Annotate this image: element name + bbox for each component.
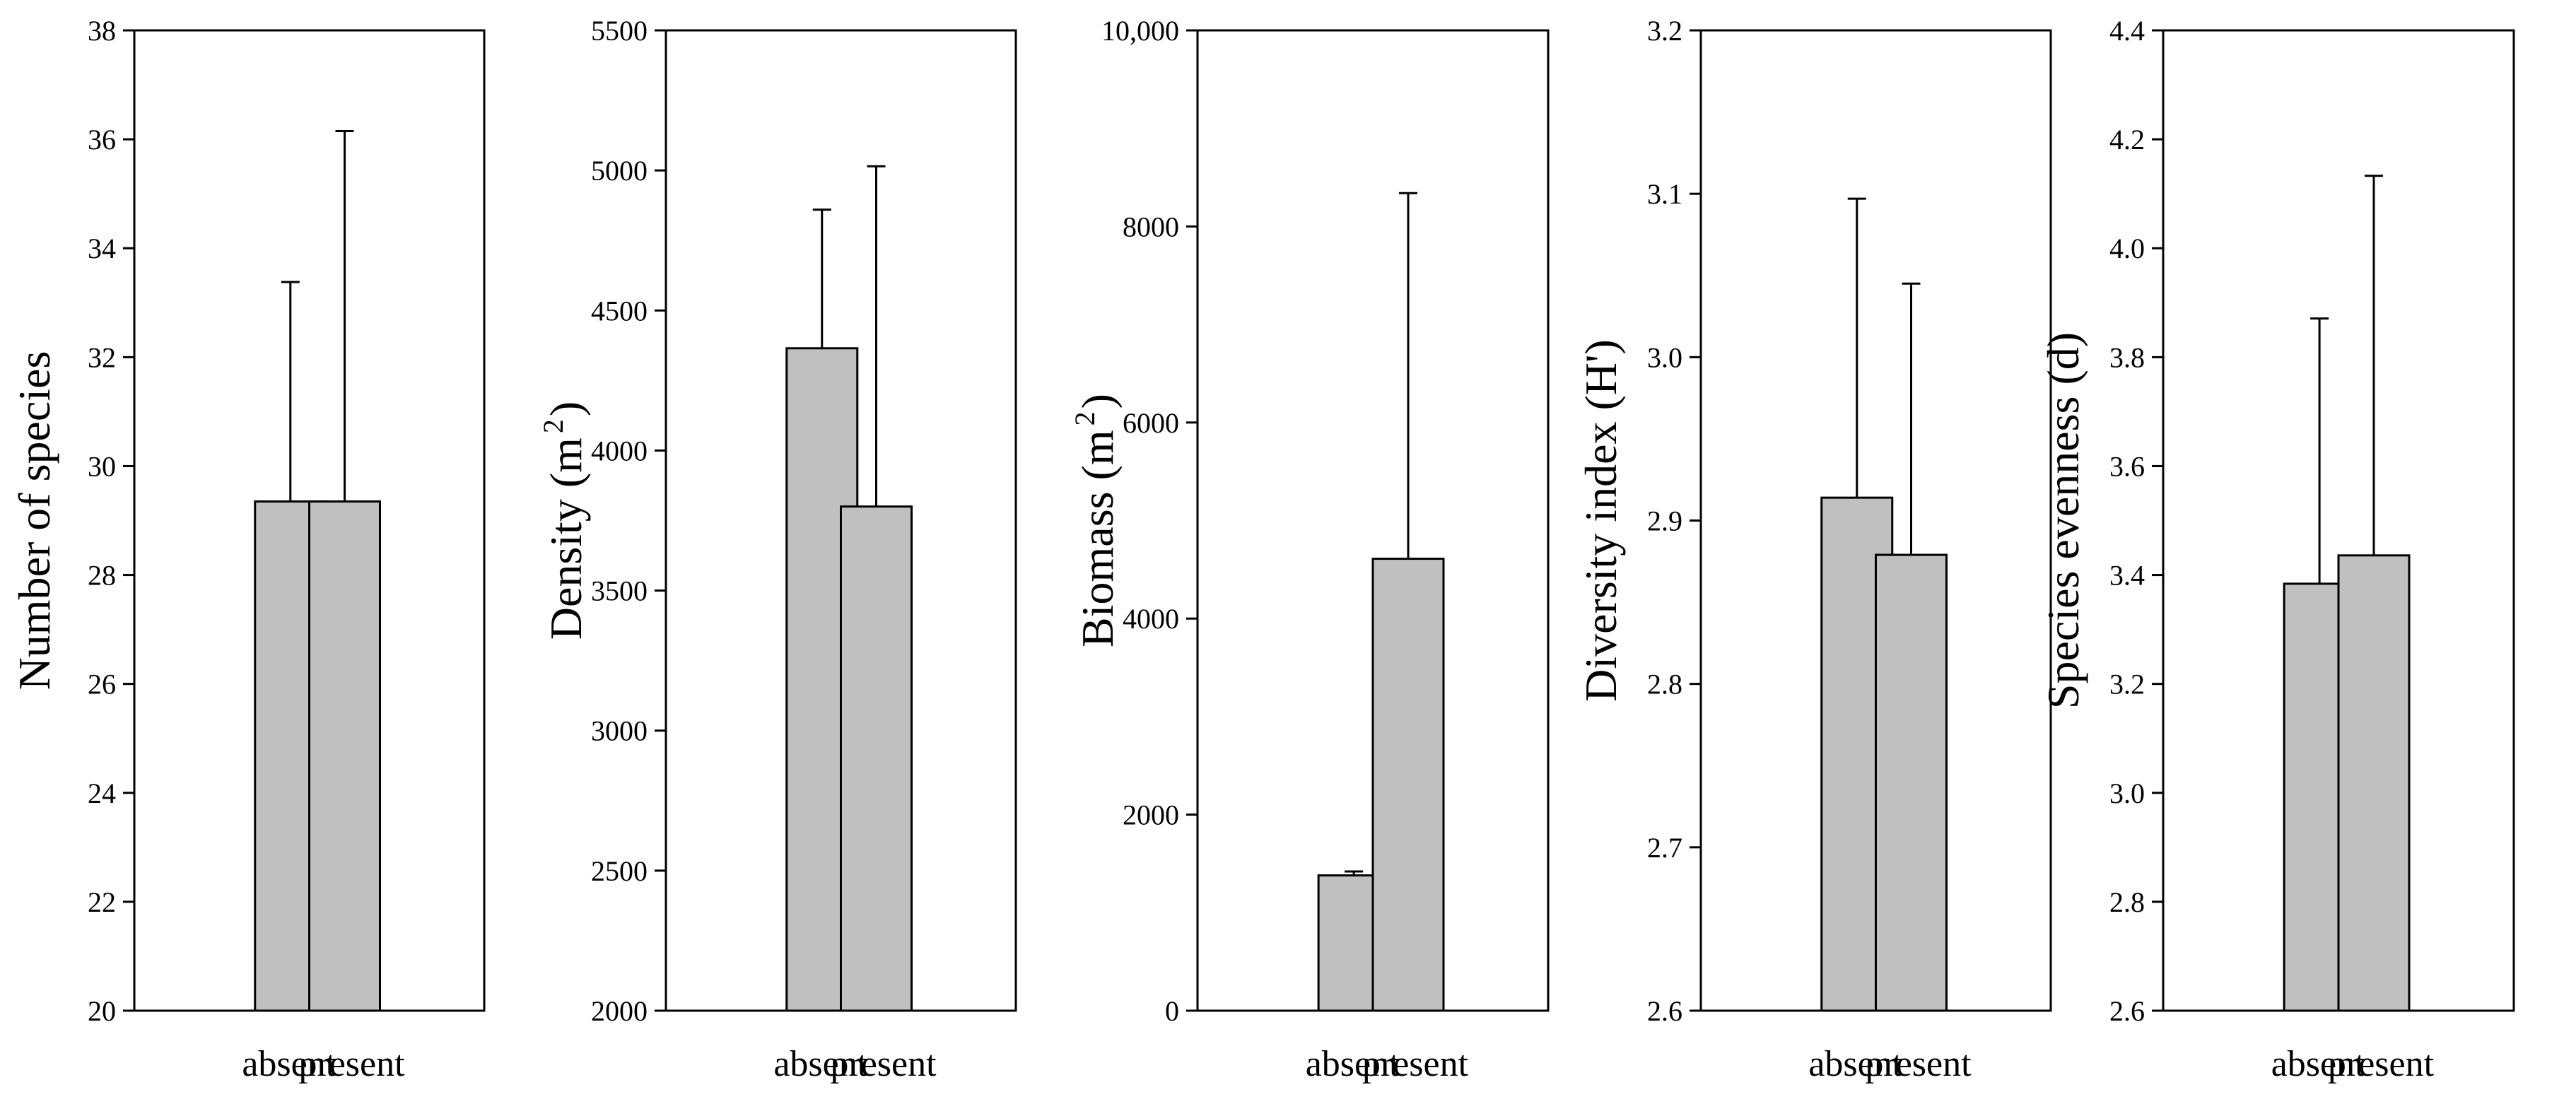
y-tick-label: 24 [88,777,116,809]
y-tick-label: 4.4 [2109,15,2145,47]
y-tick-label: 3500 [591,575,648,607]
y-axis-title: Diversity index (H') [1576,339,1626,702]
bar-present [840,505,913,1012]
y-tick-label: 2.6 [2109,995,2145,1027]
y-tick-label: 2.6 [1647,995,1682,1027]
y-tick-label: 8000 [1123,211,1179,242]
y-tick-label: 4000 [591,435,648,466]
y-tick-label: 10,000 [1101,15,1179,47]
x-category-label-absent: absent [773,1044,867,1084]
x-category-label-absent: absent [1808,1044,1902,1084]
y-tick-label: 5000 [591,155,648,187]
y-tick-label: 34 [88,233,116,264]
y-tick-label: 28 [88,560,116,592]
x-category-label-absent: absent [242,1044,336,1084]
y-tick-label: 30 [88,450,116,482]
y-axis-title: Species evenness (d) [2038,332,2088,709]
y-tick-label: 3000 [591,715,648,747]
chart-panel-5: 2.6 2.8 3.0 3.2 3.4 3.6 3.8 4.0 4.2 4.4 absentpres… [2038,15,2515,1084]
plot-frame [1196,29,1550,1012]
plot-frame [665,29,1017,1012]
y-tick-label: 3.8 [2109,341,2145,373]
x-category-label-absent: absent [1306,1044,1400,1084]
x-category-label-absent: absent [2271,1044,2365,1084]
y-tick-label: 2000 [1123,799,1179,831]
y-tick-label: 2500 [591,855,648,887]
y-tick-label: 2000 [591,995,648,1027]
y-tick-label: 36 [88,124,116,155]
chart-panel-2: 2000 2500 3000 3500 4000 4500 5000 5500 absentpr… [537,15,1017,1084]
x-category-label-present: present [298,1044,405,1084]
y-tick-label: 2.7 [1647,832,1682,864]
bar-present [1875,553,1948,1012]
bar-present [308,500,381,1012]
y-axis-title: Number of species [9,351,59,691]
y-tick-label: 6000 [1123,407,1179,439]
plot-frame [133,29,486,1012]
y-tick-label: 2.8 [2109,886,2145,918]
y-tick-label: 3.0 [1647,341,1682,373]
y-tick-label: 3.4 [2109,560,2145,592]
y-tick-label: 3.2 [1647,15,1682,47]
bar-present [1371,558,1445,1012]
y-tick-label: 2.8 [1647,669,1682,700]
y-tick-label: 3.6 [2109,450,2145,482]
x-category-label-present: present [1362,1044,1469,1084]
x-category-label-present: present [2328,1044,2435,1084]
y-tick-label: 0 [1165,995,1179,1027]
y-tick-label: 26 [88,669,116,700]
y-axis-title: Biomass (m2) [1069,394,1123,647]
y-tick-label: 20 [88,995,116,1027]
y-axis-title: Density (m2) [537,401,591,640]
bar-present [2337,554,2411,1012]
y-tick-label: 3.1 [1647,178,1682,210]
x-category-label-present: present [830,1044,937,1084]
y-tick-label: 5500 [591,15,648,47]
x-category-label-present: present [1865,1044,1972,1084]
y-tick-label: 4.0 [2109,233,2145,264]
y-tick-label: 4.2 [2109,124,2145,155]
y-tick-label: 4500 [591,295,648,327]
y-tick-label: 32 [88,341,116,373]
y-tick-label: 2.9 [1647,505,1682,537]
y-tick-label: 4000 [1123,603,1179,635]
y-tick-label: 3.0 [2109,777,2145,809]
y-tick-label: 22 [88,886,116,918]
plot-frame [2162,29,2515,1012]
y-tick-label: 38 [88,15,116,47]
y-tick-label: 3.2 [2109,669,2145,700]
